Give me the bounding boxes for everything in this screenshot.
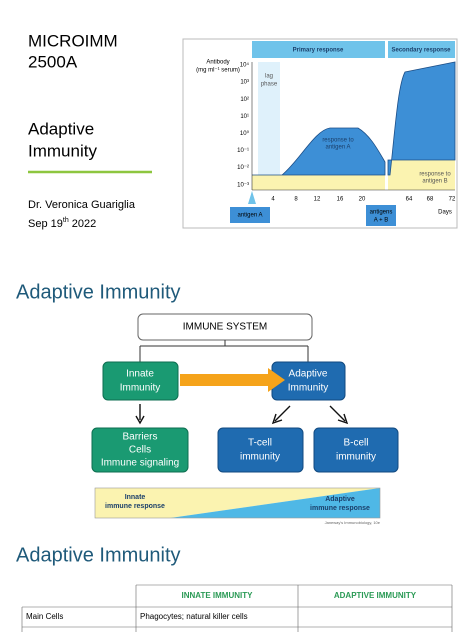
x-tick-label: 64 (406, 197, 413, 203)
table-grid (21, 584, 453, 632)
course-title: MICROIMM (28, 31, 118, 50)
y-tick-label: 10⁴ (240, 62, 250, 69)
b-baseline (252, 175, 385, 190)
x-tick-label: 20 (359, 197, 366, 203)
date-day: Sep 19 (28, 218, 63, 230)
x-label: Days (438, 210, 452, 216)
y-tick-label: 10³ (240, 80, 249, 86)
table-cell: Phagocytes; natural killer cells (140, 612, 248, 621)
b-region (388, 160, 455, 190)
author: Dr. Veronica Guariglia (28, 199, 136, 211)
adaptive-label: Adaptive (289, 369, 328, 380)
date: Sep 19th 2022 (28, 217, 96, 230)
barriers-label: Barriers (122, 432, 157, 443)
slide-subtitle: Adaptive (28, 119, 94, 138)
table-header: ADAPTIVE IMMUNITY (334, 591, 417, 600)
antigen-a: antigen A (237, 213, 262, 219)
response-a-label: response to (322, 138, 354, 144)
y-tick-label: 10⁻¹ (237, 148, 249, 154)
y-label: Antibody (206, 60, 229, 66)
root-label: IMMUNE SYSTEM (183, 322, 267, 333)
response-b-label: response to (419, 172, 451, 178)
response-a-label: antigen A (325, 145, 350, 151)
primary-label: Primary response (293, 48, 344, 54)
y-tick-label: 10¹ (240, 114, 249, 120)
x-tick-label: 72 (449, 197, 456, 203)
table-cell: Main Cells (26, 612, 63, 621)
response-b-label: antigen B (422, 179, 447, 185)
innate-resp: immune response (105, 503, 165, 510)
bcell-box (313, 427, 399, 473)
barriers-label: Immune signaling (101, 458, 179, 469)
tcell-box (217, 427, 304, 473)
innate-box (102, 361, 179, 401)
innate-label: Innate (126, 369, 154, 380)
date-suffix: th (63, 217, 69, 224)
y-tick-label: 10² (240, 97, 249, 103)
tcell-label: T-cell (248, 438, 272, 449)
innate-label: Immunity (120, 383, 161, 394)
lag-label: phase (261, 82, 278, 88)
y-label: (mg ml⁻¹ serum) (196, 68, 240, 74)
barriers-label: Cells (129, 445, 151, 456)
lag-phase (258, 62, 280, 190)
adaptive-wedge (170, 488, 380, 518)
barriers-box (91, 427, 189, 473)
table-header: INNATE IMMUNITY (182, 591, 254, 600)
connector (139, 340, 309, 362)
y-tick-label: 10⁻³ (237, 182, 249, 188)
secondary-header (388, 41, 455, 58)
secondary-label: Secondary response (391, 48, 451, 54)
course-title: 2500A (28, 52, 78, 71)
date-year: 2022 (72, 218, 96, 230)
x-tick-label: 8 (294, 197, 298, 203)
bcell-label: B-cell (343, 438, 368, 449)
x-tick-label: 4 (271, 197, 275, 203)
adaptive-resp: Adaptive (325, 496, 355, 503)
adaptive-label: Immunity (288, 383, 329, 394)
bcell-label: immunity (336, 452, 376, 463)
tcell-label: immunity (240, 452, 280, 463)
antigen-ab-box (366, 205, 396, 226)
x-tick-label: 68 (427, 197, 434, 203)
response-a (252, 127, 386, 176)
antibody-figure: Primary response Secondary response Anti… (182, 38, 458, 229)
lag-label: lag (265, 74, 273, 80)
gradient-frame (94, 487, 381, 519)
antigen-ab: A + B (374, 218, 389, 224)
primary-header (252, 41, 385, 58)
antigen-arrow (248, 191, 256, 204)
innate-resp: Innate (125, 494, 146, 501)
arrows (135, 404, 349, 425)
innate-wedge (95, 488, 380, 518)
credit: Janeway's Immunobiology, 10e (325, 520, 381, 525)
antigen-a-box (230, 207, 270, 223)
slide-subtitle: Immunity (28, 141, 97, 160)
slide-title: Adaptive Immunity (16, 281, 181, 303)
x-tick-label: 12 (314, 197, 321, 203)
antigen-ab: antigens (370, 210, 393, 216)
slide-title: Adaptive Immunity (16, 544, 181, 566)
response-ab (387, 61, 456, 176)
y-tick-label: 10⁰ (240, 130, 250, 137)
x-tick-label: 16 (337, 197, 344, 203)
adaptive-resp: immune response (310, 505, 370, 512)
orange-arrow (180, 368, 285, 392)
y-tick-label: 10⁻² (237, 165, 249, 171)
